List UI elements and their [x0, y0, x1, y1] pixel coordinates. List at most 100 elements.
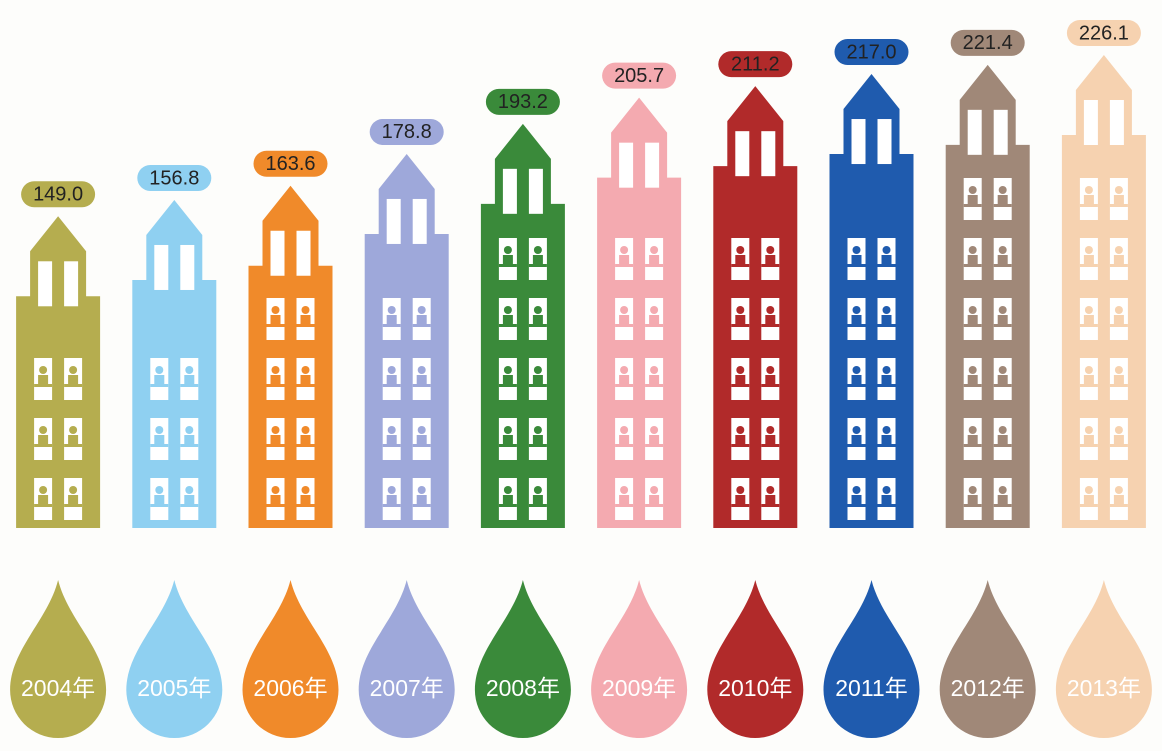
window-figure	[619, 375, 630, 384]
building	[248, 185, 333, 528]
window-figure	[650, 366, 659, 374]
window-figure	[1113, 495, 1124, 504]
window-sill	[412, 384, 431, 387]
window-sill	[877, 444, 896, 447]
window-figure	[155, 366, 164, 374]
window-figure	[852, 306, 861, 314]
window-figure	[882, 366, 891, 374]
window-figure	[649, 255, 660, 264]
window-figure	[997, 255, 1008, 264]
x-tick-label: 2005年	[137, 675, 211, 701]
window-figure	[271, 306, 280, 314]
window-figure	[300, 375, 311, 384]
window-sill	[266, 324, 285, 327]
window-figure	[735, 435, 746, 444]
window-figure	[619, 255, 630, 264]
window-sill	[993, 324, 1012, 327]
x-tick-label: 2012年	[951, 675, 1025, 701]
drop	[939, 580, 1036, 738]
window-sill	[761, 384, 780, 387]
drop	[126, 580, 223, 738]
window-figure	[416, 435, 427, 444]
window-figure	[154, 435, 165, 444]
window-sill	[150, 504, 169, 507]
window-figure	[968, 306, 977, 314]
window-sill	[296, 444, 315, 447]
window-figure	[270, 375, 281, 384]
window	[619, 142, 634, 188]
window-figure	[502, 375, 513, 384]
window-sill	[877, 504, 896, 507]
window-figure	[533, 246, 542, 254]
window-sill	[645, 324, 664, 327]
window-figure	[532, 315, 543, 324]
window-sill	[847, 264, 866, 267]
window-figure	[503, 426, 512, 434]
value-label: 221.4	[963, 32, 1013, 54]
value-label: 217.0	[846, 41, 896, 63]
window-sill	[1079, 204, 1098, 207]
window-figure	[765, 495, 776, 504]
window-figure	[502, 495, 513, 504]
window-figure	[532, 435, 543, 444]
window	[154, 244, 169, 290]
drop	[358, 580, 455, 738]
window-figure	[68, 495, 79, 504]
window-figure	[301, 306, 310, 314]
window-sill	[1109, 504, 1128, 507]
window-figure	[1084, 306, 1093, 314]
window-sill	[180, 384, 199, 387]
value-label-bg	[21, 181, 96, 208]
window	[877, 119, 892, 165]
window-sill	[1079, 264, 1098, 267]
window-figure	[619, 315, 630, 324]
window	[761, 131, 776, 177]
window-figure	[185, 366, 194, 374]
building	[945, 64, 1030, 529]
window-figure	[39, 426, 48, 434]
window-sill	[498, 324, 517, 327]
value-label: 193.2	[498, 91, 548, 113]
x-tick-label: 2004年	[21, 675, 95, 701]
window-figure	[766, 306, 775, 314]
value-label: 163.6	[265, 153, 315, 175]
window-figure	[387, 306, 396, 314]
window	[38, 261, 53, 307]
value-label: 178.8	[382, 121, 432, 143]
window-sill	[1109, 204, 1128, 207]
window-figure	[735, 255, 746, 264]
window-sill	[528, 264, 547, 267]
window-figure	[967, 435, 978, 444]
window-figure	[184, 495, 195, 504]
window-figure	[1113, 195, 1124, 204]
window-figure	[998, 186, 1007, 194]
window-figure	[882, 486, 891, 494]
window-figure	[650, 426, 659, 434]
window-figure	[184, 435, 195, 444]
window-figure	[998, 366, 1007, 374]
window	[528, 168, 543, 214]
window-sill	[963, 384, 982, 387]
window-sill	[731, 504, 750, 507]
window-sill	[180, 444, 199, 447]
window-sill	[731, 264, 750, 267]
window-figure	[1113, 375, 1124, 384]
window-sill	[847, 384, 866, 387]
window-figure	[533, 366, 542, 374]
window-figure	[620, 306, 629, 314]
window-figure	[881, 375, 892, 384]
window	[645, 142, 660, 188]
window-figure	[968, 366, 977, 374]
window-sill	[498, 444, 517, 447]
window-figure	[270, 435, 281, 444]
window-sill	[731, 444, 750, 447]
window-figure	[620, 366, 629, 374]
window-sill	[645, 264, 664, 267]
window-figure	[650, 486, 659, 494]
window-figure	[416, 495, 427, 504]
window-sill	[615, 444, 634, 447]
window-figure	[620, 426, 629, 434]
window-figure	[502, 315, 513, 324]
window-figure	[503, 306, 512, 314]
window-sill	[993, 384, 1012, 387]
